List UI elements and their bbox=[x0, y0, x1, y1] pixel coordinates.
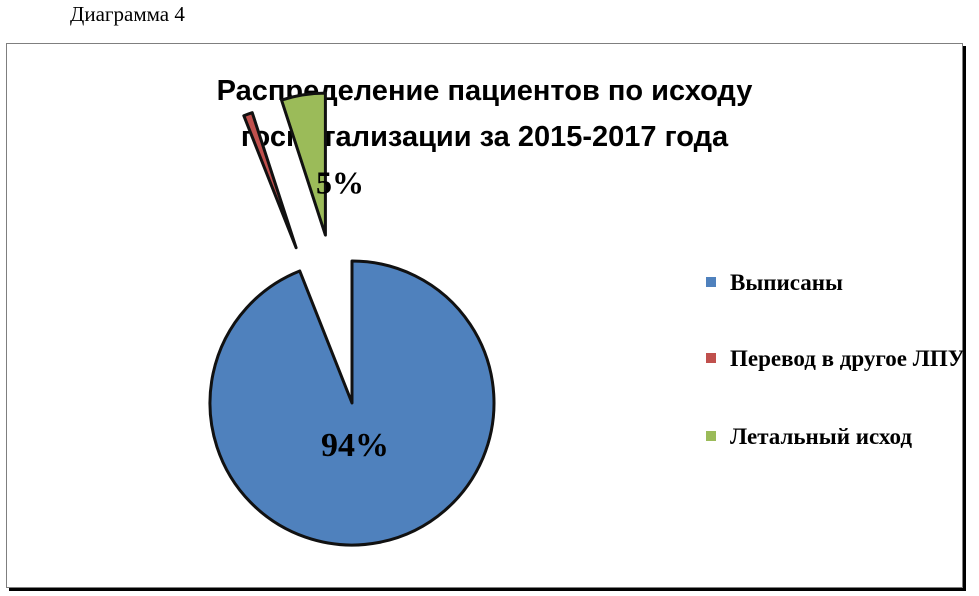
legend-label-lethal: Летальный исход bbox=[730, 424, 913, 449]
figure-caption: Диаграмма 4 bbox=[70, 2, 185, 26]
data-label-discharged: 94% bbox=[321, 427, 389, 464]
legend-swatch-lethal bbox=[706, 431, 716, 441]
legend-item-discharged: Выписаны bbox=[706, 268, 843, 298]
legend-item-lethal: Летальный исход bbox=[706, 422, 912, 452]
legend-item-transfer: Перевод в другое ЛПУ bbox=[706, 344, 979, 374]
pie-slice-transfer bbox=[242, 111, 298, 250]
pie-slice-discharged bbox=[208, 259, 496, 547]
legend-swatch-discharged bbox=[706, 277, 716, 287]
legend-label-discharged: Выписаны bbox=[730, 270, 844, 295]
data-label-lethal: 5% bbox=[316, 164, 364, 200]
pie-slice-lethal bbox=[280, 91, 327, 237]
legend-label-transfer: Перевод в другое ЛПУ bbox=[730, 346, 965, 371]
legend-swatch-transfer bbox=[706, 353, 716, 363]
chart-frame bbox=[6, 43, 963, 588]
